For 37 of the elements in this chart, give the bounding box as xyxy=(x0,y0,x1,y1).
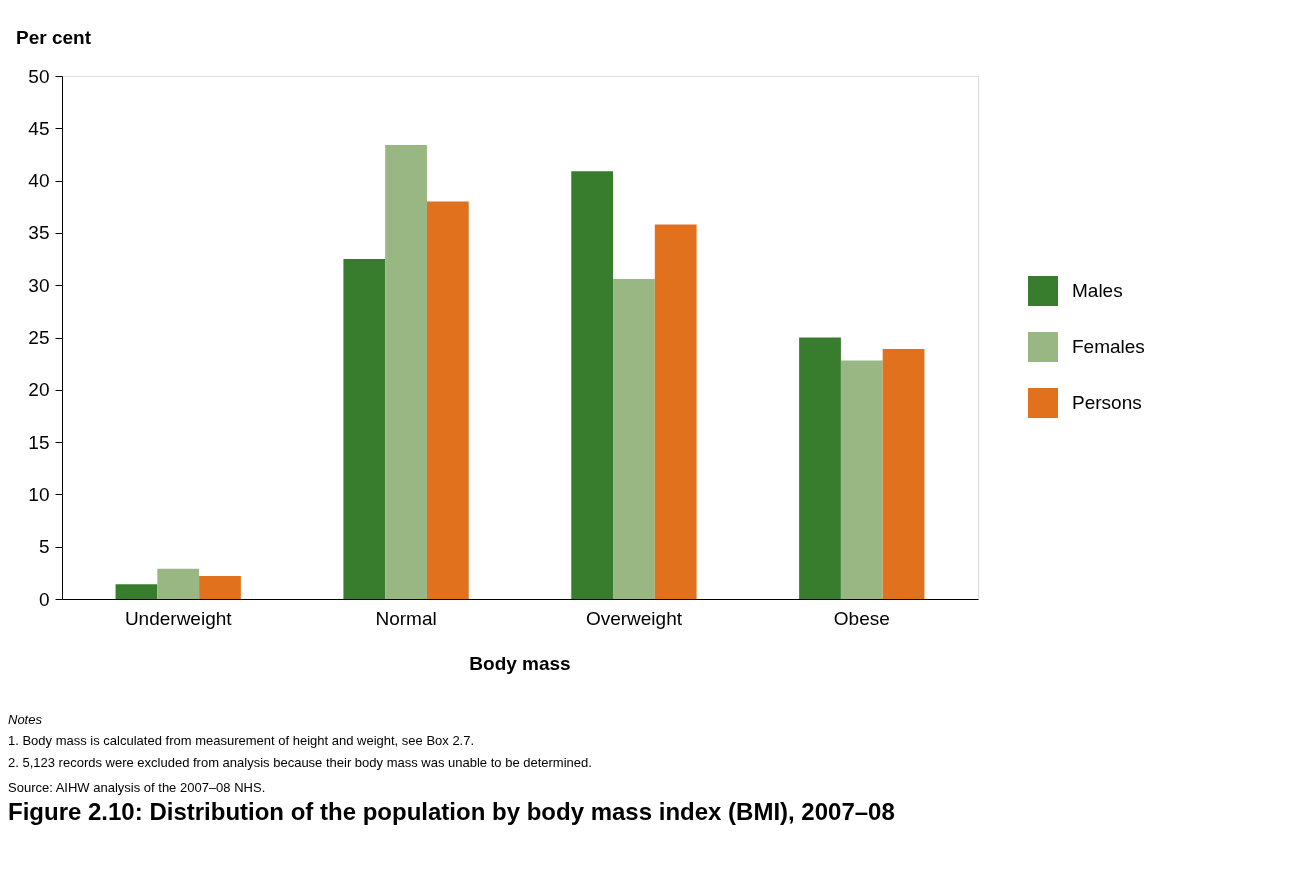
legend-label: Persons xyxy=(1072,392,1142,413)
source-note: Source: AIHW analysis of the 2007–08 NHS. xyxy=(8,780,266,795)
bar xyxy=(385,145,427,599)
y-tick-label: 35 xyxy=(28,222,50,244)
bar xyxy=(882,349,925,599)
bar xyxy=(199,575,241,599)
y-tick-label: 50 xyxy=(28,65,50,87)
x-axis-title: Body mass xyxy=(469,653,571,674)
bar xyxy=(115,584,158,599)
y-tick-label: 5 xyxy=(38,536,50,558)
text: Figure 2.10: Distribution of the population by body mass index (BMI), 2007–08 xyxy=(8,798,895,825)
x-tick-label: Obese xyxy=(833,607,890,629)
bar xyxy=(157,568,200,599)
bar xyxy=(343,259,386,599)
text: 1. Body mass is calculated from measurement of height and weight, see Box 2.7. xyxy=(8,733,475,748)
y-tick-label: 15 xyxy=(28,431,50,453)
y-tick-label: 20 xyxy=(28,379,50,401)
bar xyxy=(613,278,655,599)
y-axis-title: Per cent xyxy=(16,27,92,48)
y-tick-label: 10 xyxy=(28,483,50,505)
y-tick-label: 30 xyxy=(28,274,50,296)
legend-label: Females xyxy=(1072,336,1145,357)
y-tick-label: 40 xyxy=(28,170,50,192)
legend-label: Males xyxy=(1072,280,1123,301)
x-tick-label: Normal xyxy=(375,607,437,629)
y-tick-label: 0 xyxy=(38,588,50,610)
y-tick-label: 25 xyxy=(28,327,50,348)
y-tick-label: 45 xyxy=(28,117,50,139)
bar xyxy=(799,337,841,599)
bar xyxy=(571,171,614,599)
bar xyxy=(840,360,883,599)
text: 2. 5,123 records were excluded from analysis because their body mass was unable to be determined. xyxy=(8,755,592,770)
bar xyxy=(426,201,469,599)
x-tick-label: Underweight xyxy=(124,607,233,629)
bar xyxy=(654,224,697,599)
x-tick-label: Overweight xyxy=(585,607,683,629)
text: Notes xyxy=(8,712,43,727)
